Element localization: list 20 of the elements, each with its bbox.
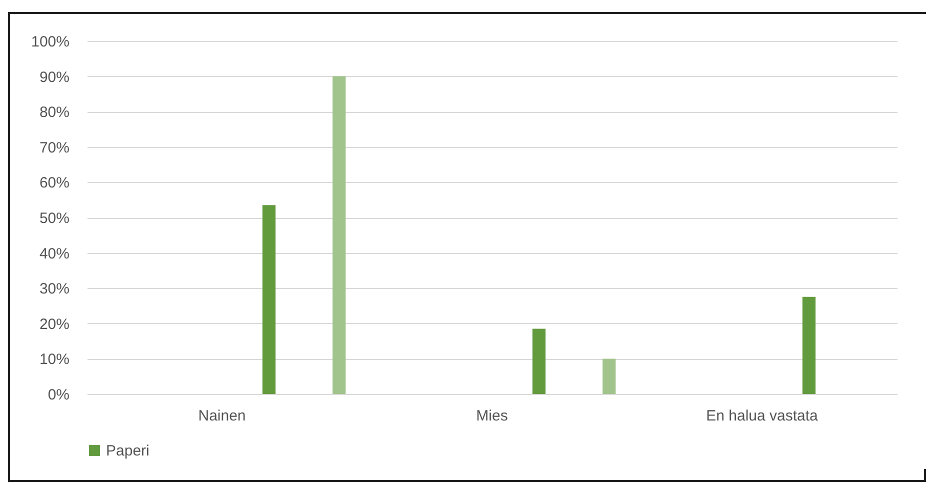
bar <box>262 205 276 394</box>
bar <box>332 76 346 394</box>
x-tick-label: Nainen <box>198 408 246 424</box>
y-tick-label: 70% <box>39 139 70 156</box>
y-tick-label: 40% <box>39 245 70 262</box>
y-tick-label: 80% <box>39 104 70 122</box>
y-tick-label: 90% <box>39 68 70 86</box>
y-tick-label: 50% <box>39 210 70 227</box>
x-tick-label: En halua vastata <box>706 408 819 424</box>
y-tick-label: 60% <box>39 174 70 192</box>
y-tick-label: 100% <box>31 34 70 50</box>
y-tick-label: 20% <box>39 316 70 333</box>
y-tick-label: 30% <box>39 280 70 298</box>
y-tick-label: 0% <box>48 386 70 404</box>
x-tick-label: Mies <box>476 408 508 424</box>
bar <box>602 358 616 394</box>
y-tick-label: 10% <box>39 351 70 368</box>
legend-label: Paperi <box>106 442 150 460</box>
bar <box>802 296 816 394</box>
bar <box>532 328 546 394</box>
